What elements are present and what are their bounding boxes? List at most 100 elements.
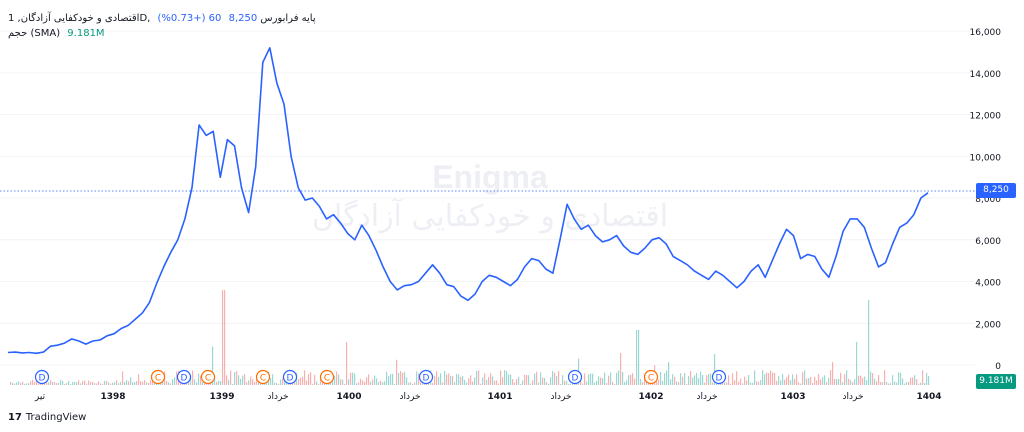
legend-symbol[interactable]: اقتصادی و خودکفایی آزادگان, 1D, پایه فرا… [8, 13, 316, 24]
volume-bar [26, 383, 28, 385]
volume-bar [788, 374, 790, 385]
y-tick-label: 4,000 [975, 279, 1001, 289]
dividend-event-marker[interactable]: D [282, 369, 298, 385]
volume-bar [810, 376, 812, 385]
legend-price: اقتصادی و خودکفایی آزادگان, 1D, پایه فرا… [8, 12, 316, 26]
volume-bar [564, 380, 566, 385]
tradingview-brand[interactable]: 17 TradingView [8, 412, 86, 423]
dividend-event-marker[interactable]: D [176, 369, 192, 385]
volume-bar [792, 374, 794, 385]
volume-bar [440, 373, 442, 385]
volume-bar [106, 380, 108, 385]
volume-bar [82, 381, 84, 385]
volume-bar [850, 380, 852, 385]
volume-bar [386, 371, 388, 385]
volume-bar [276, 383, 278, 385]
volume-bar [738, 381, 740, 385]
capital-event-marker[interactable]: C [319, 369, 335, 385]
volume-bar [786, 377, 788, 385]
volume-bar [68, 380, 70, 385]
volume-bar [246, 382, 248, 385]
volume-bar [860, 375, 862, 385]
volume-bar [846, 370, 848, 385]
volume-bar [114, 382, 116, 385]
volume-bar [706, 375, 708, 385]
volume-bar [644, 377, 646, 385]
volume-bar [378, 381, 380, 385]
volume-bar [730, 383, 732, 385]
capital-event-marker[interactable]: C [200, 369, 216, 385]
volume-bar [298, 379, 300, 385]
volume-bar [312, 383, 314, 385]
volume-bar [688, 375, 690, 385]
volume-bar [566, 380, 568, 385]
volume-bar [486, 379, 488, 385]
volume-bar [784, 379, 786, 385]
volume-bar [752, 382, 754, 385]
volume-bar [120, 381, 122, 385]
volume-bar [472, 381, 474, 385]
volume-bar [170, 383, 172, 385]
volume-bar [890, 383, 892, 385]
volume-bar [190, 375, 192, 385]
volume-bar [778, 375, 780, 385]
volume-bar [668, 362, 670, 385]
capital-event-marker[interactable]: C [643, 369, 659, 385]
volume-bar [92, 381, 94, 385]
dividend-event-marker[interactable]: D [711, 369, 727, 385]
volume-bar [570, 383, 572, 385]
volume-bar [308, 373, 310, 385]
volume-bar [638, 330, 640, 385]
volume-bar [196, 382, 198, 385]
volume-bar [516, 379, 518, 385]
volume-bar [342, 379, 344, 385]
volume-bar [24, 383, 26, 385]
capital-event-marker[interactable]: C [255, 369, 271, 385]
volume-bar [134, 381, 136, 385]
volume-bar [510, 374, 512, 385]
volume-bar [888, 383, 890, 385]
y-tick-label: 12,000 [970, 112, 1002, 122]
volume-bar [390, 373, 392, 385]
volume-bar [870, 371, 872, 385]
volume-bar [142, 381, 144, 385]
volume-bar [760, 380, 762, 385]
volume-bar [844, 374, 846, 385]
volume-bar [794, 378, 796, 385]
volume-bar [878, 374, 880, 385]
volume-bar [464, 379, 466, 385]
dividend-event-marker[interactable]: D [567, 369, 583, 385]
volume-bar [542, 377, 544, 385]
volume-bar [20, 383, 22, 385]
x-tick-label: خرداد [696, 392, 717, 402]
volume-bar [98, 381, 100, 385]
volume-bar [336, 371, 338, 385]
legend-volume-label[interactable]: حجم (SMA) [8, 28, 61, 39]
volume-bar [340, 379, 342, 385]
volume-bar [678, 382, 680, 385]
volume-bar [636, 330, 638, 385]
volume-bar [702, 375, 704, 385]
volume-bar [682, 376, 684, 385]
volume-bar [96, 383, 98, 385]
dividend-event-marker[interactable]: D [418, 369, 434, 385]
volume-bar [94, 383, 96, 385]
volume-bar [656, 381, 658, 385]
y-tick-label: 6,000 [975, 237, 1001, 247]
volume-bar [806, 378, 808, 385]
volume-bar [922, 370, 924, 385]
volume-bar [586, 381, 588, 385]
dividend-event-marker[interactable]: D [34, 369, 50, 385]
volume-bar [418, 373, 420, 385]
volume-bar [216, 381, 218, 385]
volume-bar [600, 377, 602, 385]
volume-bar [826, 382, 828, 385]
volume-bar [584, 373, 586, 385]
volume-bar [228, 379, 230, 385]
volume-bar [928, 375, 930, 385]
volume-bar [366, 377, 368, 385]
capital-event-marker[interactable]: C [150, 369, 166, 385]
volume-bar [528, 375, 530, 385]
